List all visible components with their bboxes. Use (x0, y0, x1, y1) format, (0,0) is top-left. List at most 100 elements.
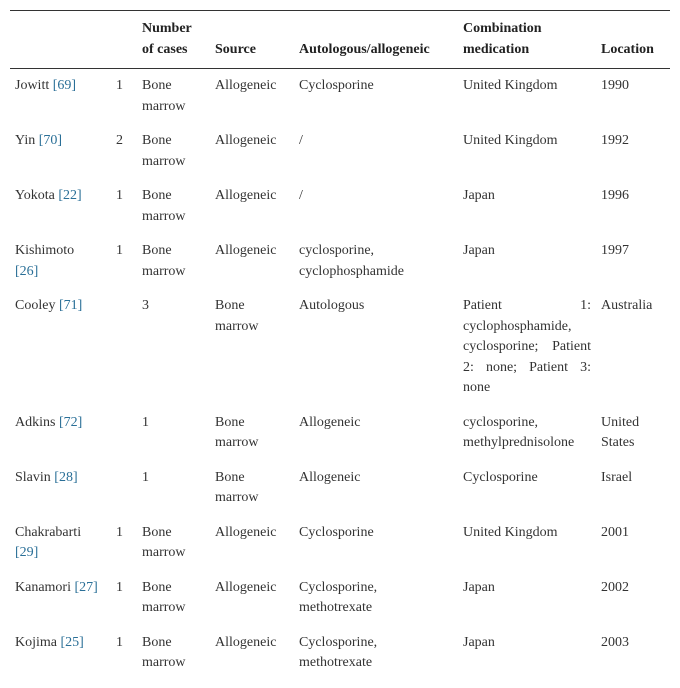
author-cell: Kojima [25] (10, 626, 105, 681)
author-name: Yokota (15, 188, 55, 203)
cell: Bone marrow (215, 298, 259, 334)
cell: Japan (463, 579, 495, 595)
table-row: Kojima [25] 1 Bone marrow Allogeneic Cyclosp… (10, 626, 670, 681)
table-row: Adkins [72] 1 Bone marrow Allogeneic cyclosp… (10, 406, 670, 461)
author-cell: Kanamori [27] (10, 571, 105, 626)
table-body: Jowitt [69] 1 Bone marrow Allogeneic Cyclosp… (10, 69, 670, 681)
table-row: Kanamori [27] 1 Bone marrow Allogeneic Cyclo… (10, 571, 670, 626)
table-row: Cooley [71] 3 Bone marrow Autologous Patient… (10, 289, 670, 406)
cell: Allogeneic (215, 634, 277, 650)
empty-cell (105, 406, 137, 461)
cell: Allogeneic (215, 188, 277, 203)
cell: Israel (601, 469, 633, 485)
author-cell: Yokota [22] (10, 179, 105, 234)
cell: 1 (116, 524, 123, 540)
author-name: Adkins (15, 414, 56, 430)
cell: United Kingdom (463, 78, 558, 93)
cell: 1 (116, 78, 123, 93)
author-name: Jowitt (15, 78, 50, 93)
cell: Allogeneic (215, 133, 277, 148)
author-cell: Kishimoto [26] (10, 234, 105, 289)
cell: cyclosporine, cyclophosphamide (299, 243, 404, 279)
reference: [27] (74, 579, 98, 595)
empty-cell (105, 289, 137, 406)
cell: United States (601, 414, 640, 451)
author-name: Kishimoto (15, 243, 75, 258)
header-cell (105, 10, 137, 69)
author-cell: Yin [70] (10, 124, 105, 179)
cell: Allogeneic (299, 414, 361, 430)
table-row: Slavin [28] 1 Bone marrow Allogeneic Cyclosp… (10, 461, 670, 516)
cell: Cyclosporine, methotrexate (299, 634, 378, 671)
cell: Bone marrow (142, 243, 186, 279)
cell: 1 (116, 188, 123, 203)
header-row: Number of cases Source Autologous/allogene… (10, 10, 670, 69)
cell: cyclosporine, methylprednisolone (463, 414, 575, 451)
author-name: Chakrabarti (15, 524, 82, 540)
author-name: Kanamori (15, 579, 71, 595)
cell: Bone marrow (142, 188, 186, 224)
cell: / (299, 133, 303, 148)
cell: Japan (463, 243, 495, 258)
cell: Japan (463, 634, 495, 650)
reference: [29] (15, 545, 39, 560)
data-table: Number of cases Source Autologous/allogene… (10, 10, 670, 681)
cell: Bone marrow (215, 414, 259, 451)
reference: [22] (58, 188, 82, 203)
cell: 3 (142, 298, 149, 313)
cell: Bone marrow (215, 469, 259, 506)
header-cell: Location (596, 10, 670, 69)
cell: 2001 (601, 524, 629, 540)
cell: Autologous (299, 298, 365, 313)
cell: 1 (142, 469, 149, 485)
cell: Allogeneic (215, 78, 277, 93)
author-name: Slavin (15, 469, 51, 485)
cell: Japan (463, 188, 495, 203)
cell: Allogeneic (299, 469, 361, 485)
author-name: Kojima (15, 634, 57, 650)
table-row: Jowitt [69] 1 Bone marrow Allogeneic Cyclosp… (10, 69, 670, 125)
cell: 1996 (601, 188, 629, 203)
cell: Allogeneic (215, 243, 277, 258)
reference: [71] (58, 298, 83, 313)
author-name: Yin (15, 133, 36, 148)
cell: 2003 (601, 634, 629, 650)
cell: / (299, 188, 303, 203)
cell: Bone marrow (142, 524, 186, 561)
cell: Cyclosporine (299, 524, 374, 540)
empty-cell (105, 461, 137, 516)
header-cell (10, 10, 105, 69)
cell: Bone marrow (142, 133, 186, 169)
reference: [26] (15, 263, 39, 279)
reference: [25] (60, 634, 84, 650)
cell: Bone marrow (142, 579, 186, 616)
header-cell: Source (210, 10, 294, 69)
table-row: Yin [70] 2 Bone marrow Allogeneic / United Ki… (10, 124, 670, 179)
header-cell: Autologous/allogeneic (294, 10, 458, 69)
author-cell: Slavin [28] (10, 461, 105, 516)
cell: 1 (142, 414, 149, 430)
cell: Cyclosporine (299, 78, 374, 93)
cell: Allogeneic (215, 524, 277, 540)
reference: [69] (52, 78, 77, 93)
cell: 1 (116, 243, 123, 258)
cell: 1990 (601, 78, 629, 93)
cell: 1 (116, 634, 123, 650)
author-cell: Adkins [72] (10, 406, 105, 461)
reference: [70] (38, 133, 63, 148)
reference: [72] (58, 414, 83, 430)
cell: 1997 (601, 243, 629, 258)
cell: 2 (116, 133, 123, 148)
cell: Cyclosporine, methotrexate (299, 579, 378, 616)
cell: United Kingdom (463, 133, 558, 148)
author-name: Cooley (15, 298, 56, 313)
cell: 1 (116, 579, 123, 595)
cell: United Kingdom (463, 524, 558, 540)
cell: Bone marrow (142, 634, 186, 671)
author-cell: Jowitt [69] (10, 69, 105, 125)
table-row: Yokota [22] 1 Bone marrow Allogeneic / Japan 1… (10, 179, 670, 234)
cell: Bone marrow (142, 78, 186, 114)
author-cell: Cooley [71] (10, 289, 105, 406)
cell: Allogeneic (215, 579, 277, 595)
